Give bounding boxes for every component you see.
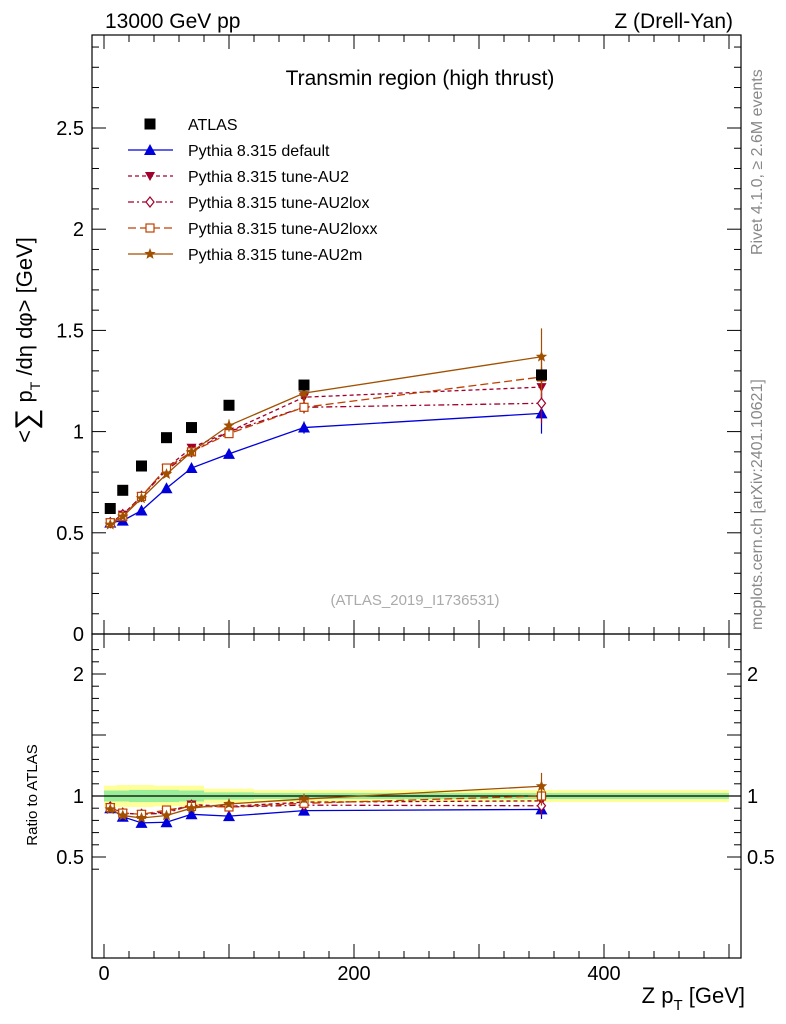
legend-label-3: Pythia 8.315 tune-AU2loxx	[188, 221, 377, 238]
data-point	[160, 468, 173, 479]
legend-label-0: Pythia 8.315 default	[188, 143, 330, 160]
ratio-point	[117, 809, 129, 821]
y-tick-label: 2.5	[56, 118, 84, 140]
series-line-3	[109, 376, 542, 524]
header-process: Z (Drell-Yan)	[614, 10, 733, 33]
ratio-point	[223, 810, 235, 822]
y-tick-label: 1.5	[56, 320, 84, 342]
ratio-y-tick-label: 1	[73, 786, 84, 808]
y-axis-label: <∑ pT /dη dφ> [GeV]	[10, 237, 43, 443]
ratio-point	[160, 809, 173, 821]
side-text-rivet: Rivet 4.1.0, ≥ 2.6M events	[749, 69, 766, 255]
legend-label-2: Pythia 8.315 tune-AU2lox	[188, 195, 369, 212]
analysis-tag: (ATLAS_2019_I1736531)	[330, 592, 499, 609]
data-point	[117, 510, 129, 522]
data-point	[223, 419, 235, 431]
y-tick-label: 0	[73, 624, 84, 646]
ratio-point	[223, 797, 235, 809]
series-line-1	[109, 386, 542, 524]
data-point	[299, 402, 309, 412]
data-point	[535, 350, 548, 362]
x-axis-label: Z pT [GeV]	[642, 983, 745, 1014]
atlas-data-point	[223, 399, 235, 411]
ratio-y-tick-label: 2	[73, 664, 84, 686]
atlas-data-point	[104, 503, 116, 515]
legend-marker-0	[144, 144, 156, 155]
data-point	[536, 397, 547, 410]
series-line-4	[109, 356, 542, 526]
x-tick-label: 0	[98, 963, 109, 985]
ratio-point	[185, 808, 198, 820]
atlas-data-point	[161, 432, 172, 444]
legend-label-4: Pythia 8.315 tune-AU2m	[188, 247, 362, 264]
data-point	[135, 504, 148, 516]
ratio-point	[536, 799, 547, 812]
main-panel-series	[104, 328, 548, 530]
series-line-2	[109, 402, 542, 524]
header-energy: 13000 GeV pp	[105, 10, 240, 33]
y-tick-label: 2	[73, 219, 84, 241]
x-tick-label: 400	[587, 963, 620, 985]
data-point	[185, 462, 198, 474]
side-text-mcplots: mcplots.cern.ch [arXiv:2401.10621]	[749, 379, 766, 630]
data-point	[135, 492, 148, 504]
ratio-y-tick-label-right: 2	[747, 664, 758, 686]
legend-marker-1	[145, 172, 155, 181]
data-point	[104, 518, 116, 530]
atlas-data-point	[536, 369, 547, 381]
ratio-point	[298, 793, 310, 804]
data-point	[298, 387, 310, 398]
chart-title: Transmin region (high thrust)	[286, 67, 555, 90]
ratio-y-tick-label: 0.5	[56, 847, 84, 869]
data-point	[223, 447, 235, 459]
legend-marker-atlas	[144, 118, 156, 130]
legend: ATLAS Pythia 8.315 default Pythia 8.315 tu…	[128, 117, 377, 264]
legend-marker-3	[145, 223, 155, 233]
legend-label-atlas: ATLAS	[188, 117, 238, 134]
ratio-y-tick-label-right: 1	[747, 786, 758, 808]
atlas-data-point	[136, 460, 147, 472]
data-point	[298, 421, 310, 433]
ratio-y-axis-label: Ratio to ATLAS	[24, 744, 41, 845]
ratio-point	[135, 812, 148, 823]
ratio-point	[135, 816, 148, 828]
y-tick-label: 0.5	[56, 523, 84, 545]
ratio-y-tick-label-right: 0.5	[747, 847, 775, 869]
data-point	[185, 445, 198, 457]
data-point	[160, 482, 173, 494]
atlas-data-point	[186, 422, 197, 434]
y-tick-label: 1	[73, 422, 84, 444]
ratio-point	[185, 802, 198, 814]
atlas-data-point	[298, 379, 310, 391]
ratio-point	[160, 816, 173, 828]
series-line-0	[110, 412, 542, 524]
ratio-line-4	[109, 785, 542, 819]
ratio-point	[104, 803, 116, 815]
x-tick-label: 200	[337, 963, 370, 985]
legend-marker-2	[145, 196, 155, 208]
ratio-panel-series	[104, 772, 548, 828]
legend-marker-4	[144, 248, 156, 259]
legend-label-1: Pythia 8.315 tune-AU2	[188, 169, 349, 186]
atlas-data-point	[117, 484, 129, 496]
axes: 0 0.5 1 1.5 2 2.5 0.5 0.5 1 1 2 2 0 200 400	[56, 34, 775, 985]
ratio-point	[535, 780, 548, 792]
